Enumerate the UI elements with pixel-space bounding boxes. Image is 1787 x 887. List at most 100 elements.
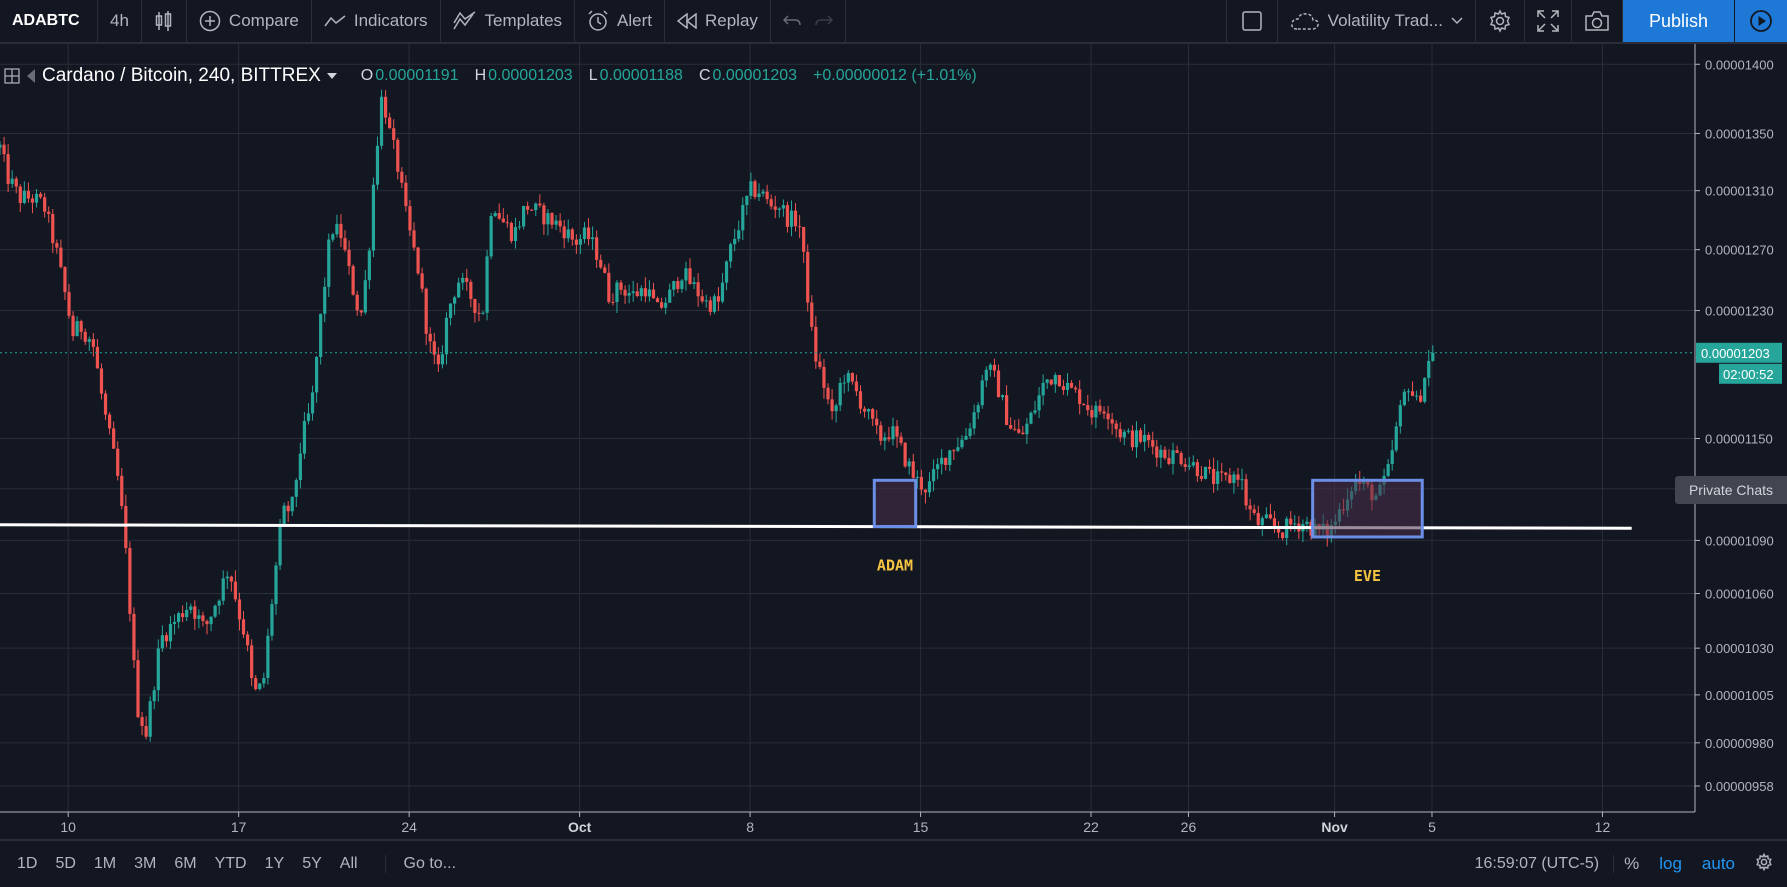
range-3m-button[interactable]: 3M	[134, 855, 157, 872]
candle-body	[1000, 395, 1005, 398]
candle-body	[440, 354, 445, 365]
range-1y-button[interactable]: 1Y	[264, 855, 285, 872]
range-ytd-button[interactable]: YTD	[214, 855, 247, 872]
range-1m-button[interactable]: 1M	[93, 855, 117, 872]
candle-body	[862, 408, 867, 412]
candle-body	[185, 609, 189, 618]
candle-body	[826, 387, 830, 400]
candle-body	[927, 481, 932, 493]
candle-body	[578, 239, 583, 245]
candle-body	[379, 96, 384, 146]
candle-body	[481, 312, 485, 314]
candle-body	[899, 436, 903, 443]
candle-body	[538, 203, 542, 206]
scale-settings-button[interactable]	[1745, 852, 1787, 876]
auto-scale-toggle[interactable]: auto	[1701, 854, 1735, 873]
candle-body	[907, 461, 911, 467]
indicators-button[interactable]: Indicators	[312, 0, 441, 42]
legend-symbol-title[interactable]: Cardano / Bitcoin, 240, BITTREX	[42, 65, 337, 87]
range-all-button[interactable]: All	[339, 855, 358, 872]
candle-body	[931, 469, 936, 482]
candle-body	[412, 230, 416, 248]
candle-body	[152, 690, 156, 702]
candle-body	[814, 326, 818, 362]
gear-icon	[1756, 852, 1772, 871]
candle-body	[554, 220, 558, 225]
candle-body	[1106, 413, 1110, 420]
candle-body	[217, 600, 221, 606]
replay-button[interactable]: Replay	[665, 0, 771, 42]
candle-body	[30, 198, 35, 203]
log-scale-toggle[interactable]: log	[1659, 854, 1682, 873]
undo-icon[interactable]	[782, 14, 801, 28]
candle-body	[176, 613, 181, 622]
candle-body	[1402, 391, 1406, 406]
price-tick-label: 0.00001230	[1705, 304, 1774, 319]
candle-body	[871, 409, 875, 419]
range-5y-button[interactable]: 5Y	[302, 855, 322, 872]
candle-body	[948, 450, 952, 466]
candle-body	[558, 220, 562, 227]
layout-name-label: Volatility Trad...	[1327, 11, 1443, 30]
candle-body	[343, 238, 347, 250]
candle-body	[461, 277, 465, 283]
candle-body	[716, 296, 721, 302]
chart-type-button[interactable]	[142, 0, 187, 42]
snapshot-button[interactable]	[1572, 0, 1623, 42]
collapse-legend-icon[interactable]	[4, 68, 20, 84]
candle-body	[1041, 382, 1045, 396]
candle-body	[1053, 375, 1057, 385]
candle-body	[351, 266, 355, 295]
caret-down-icon	[326, 73, 337, 79]
flag-icon[interactable]	[26, 68, 36, 84]
time-axis[interactable]: 10 17 24 Oct 8 15 22 26 Nov 5 12	[0, 811, 1695, 835]
rewind-icon	[677, 13, 697, 29]
publish-button[interactable]: Publish	[1622, 0, 1735, 42]
candle-body	[416, 247, 420, 274]
fullscreen-toggle-button[interactable]	[1227, 0, 1278, 42]
candle-body	[254, 678, 258, 690]
percent-scale-toggle[interactable]: %	[1624, 854, 1640, 873]
candle-body	[1179, 452, 1183, 465]
candle-body	[818, 361, 822, 367]
layout-menu-button[interactable]: Volatility Trad...	[1278, 0, 1476, 42]
candle-body	[1414, 395, 1419, 397]
alert-button[interactable]: Alert	[575, 0, 665, 42]
candle-body	[660, 302, 664, 308]
symbol-search-button[interactable]: ADABTC	[0, 0, 98, 42]
price-axis[interactable]: 0.00001400 0.00001350 0.00001310 0.00001270…	[1694, 44, 1787, 812]
candle-body	[566, 229, 570, 239]
private-chats-button[interactable]: Private Chats	[1675, 476, 1787, 504]
chart-area[interactable]: ADAM EVE 0.00001400 0.00001350 0.00001310 0.…	[0, 44, 1787, 839]
publish-video-button[interactable]	[1735, 0, 1787, 42]
annotation-label-adam: ADAM	[877, 557, 913, 575]
gear-icon	[1489, 9, 1510, 33]
candle-body	[193, 606, 197, 619]
templates-button[interactable]: Templates	[441, 0, 576, 42]
price-tick-label: 0.00001400	[1705, 57, 1774, 72]
candle-body	[489, 216, 493, 257]
candle-body	[302, 420, 307, 454]
candle-body	[448, 303, 453, 318]
redo-icon[interactable]	[815, 14, 833, 28]
fullscreen-button[interactable]	[1525, 0, 1572, 42]
range-6m-button[interactable]: 6M	[174, 855, 197, 872]
candle-body	[1419, 395, 1423, 402]
candle-body	[18, 186, 22, 204]
candle-body	[745, 195, 749, 205]
goto-date-button[interactable]: Go to...	[384, 855, 456, 873]
candle-body	[1082, 403, 1086, 406]
range-5d-button[interactable]: 5D	[55, 855, 76, 872]
compare-button[interactable]: Compare	[187, 0, 312, 42]
candle-body	[493, 213, 497, 217]
candle-body	[278, 526, 282, 566]
range-1d-button[interactable]: 1D	[17, 855, 38, 872]
timezone-clock[interactable]: 16:59:07 (UTC-5)	[1461, 855, 1615, 873]
interval-button[interactable]: 4h	[98, 0, 142, 42]
settings-button[interactable]	[1476, 0, 1525, 42]
candle-body	[209, 616, 213, 625]
candle-body	[335, 223, 339, 235]
grid	[0, 44, 1695, 812]
candle-body	[359, 310, 363, 313]
